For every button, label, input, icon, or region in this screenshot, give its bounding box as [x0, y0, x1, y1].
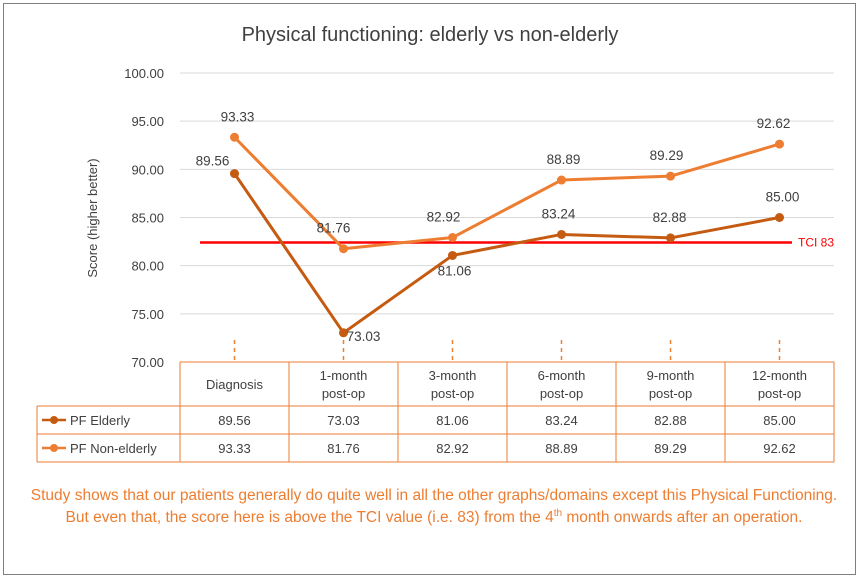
caption-part1: Study shows that our patients generally … — [30, 487, 838, 526]
data-label: 83.24 — [542, 206, 576, 221]
reference-line-label: TCI 83 — [798, 236, 834, 250]
table-cell-value: 89.56 — [218, 413, 251, 428]
table-header-label: post-op — [649, 386, 692, 401]
legend-key-marker — [50, 444, 58, 452]
data-point — [230, 169, 239, 179]
y-axis-title: Score (higher better) — [85, 158, 100, 277]
table-header-label: 6-month — [538, 368, 586, 383]
table-cell-value: 83.24 — [545, 413, 578, 428]
y-tick-label: 75.00 — [131, 307, 164, 322]
table-header-label: Diagnosis — [206, 377, 264, 392]
table-cell-value: 81.06 — [436, 413, 469, 428]
data-label: 85.00 — [766, 190, 800, 205]
series-line-non-elderly — [233, 136, 780, 251]
table-header-label: 1-month — [320, 368, 368, 383]
data-label: 89.56 — [196, 154, 230, 169]
data-label: 88.89 — [547, 152, 581, 167]
data-point — [448, 233, 457, 243]
y-tick-label: 70.00 — [131, 355, 164, 370]
y-tick-label: 95.00 — [131, 114, 164, 129]
chart-canvas: Physical functioning: elderly vs non-eld… — [36, 24, 835, 463]
data-point — [339, 244, 348, 254]
table-header-label: 9-month — [647, 368, 695, 383]
y-tick-label: 90.00 — [131, 162, 164, 177]
data-point — [666, 171, 675, 181]
caption-part2: month onwards after an operation. — [562, 509, 803, 526]
data-point — [230, 132, 239, 142]
y-tick-label: 100.00 — [124, 66, 164, 81]
data-label: 81.06 — [438, 263, 472, 278]
data-point — [775, 213, 784, 222]
data-label: 73.03 — [347, 329, 381, 344]
data-label: 89.29 — [650, 148, 684, 163]
chart-frame: Physical functioning: elderly vs non-eld… — [3, 3, 856, 575]
table-header-label: 12-month — [752, 368, 807, 383]
table-cell-value: 82.92 — [436, 441, 469, 456]
table-cell-value: 89.29 — [654, 441, 687, 456]
table-header-label: post-op — [322, 386, 365, 401]
caption-text: Study shows that our patients generally … — [18, 485, 850, 529]
data-label: 82.88 — [653, 210, 687, 225]
data-label: 81.76 — [317, 221, 351, 236]
table-cell-value: 81.76 — [327, 441, 360, 456]
legend-series-name: PF Elderly — [70, 413, 130, 428]
legend-series-name: PF Non-elderly — [70, 441, 157, 456]
y-tick-label: 85.00 — [131, 211, 164, 226]
table-cell-value: 85.00 — [763, 413, 796, 428]
data-point — [666, 233, 675, 243]
table-cell-value: 82.88 — [654, 413, 687, 428]
table-header-label: 3-month — [429, 368, 477, 383]
data-point — [775, 139, 784, 149]
data-label: 82.92 — [427, 210, 461, 225]
table-header-label: post-op — [431, 386, 474, 401]
table-cell-value: 93.33 — [218, 441, 251, 456]
table-cell-value: 88.89 — [545, 441, 578, 456]
data-label: 92.62 — [757, 116, 791, 131]
table-header-label: post-op — [758, 386, 801, 401]
data-label: 93.33 — [221, 109, 255, 124]
data-point — [557, 229, 566, 239]
data-point — [448, 250, 457, 260]
table-header-label: post-op — [540, 386, 583, 401]
series-line-elderly — [233, 172, 780, 335]
table-cell-value: 73.03 — [327, 413, 360, 428]
chart-title: Physical functioning: elderly vs non-eld… — [242, 24, 619, 46]
data-point — [339, 328, 348, 338]
data-point — [557, 175, 566, 185]
y-tick-label: 80.00 — [131, 259, 164, 274]
table-cell-value: 92.62 — [763, 441, 796, 456]
legend-key-marker — [50, 416, 58, 424]
caption-superscript: th — [553, 507, 563, 519]
